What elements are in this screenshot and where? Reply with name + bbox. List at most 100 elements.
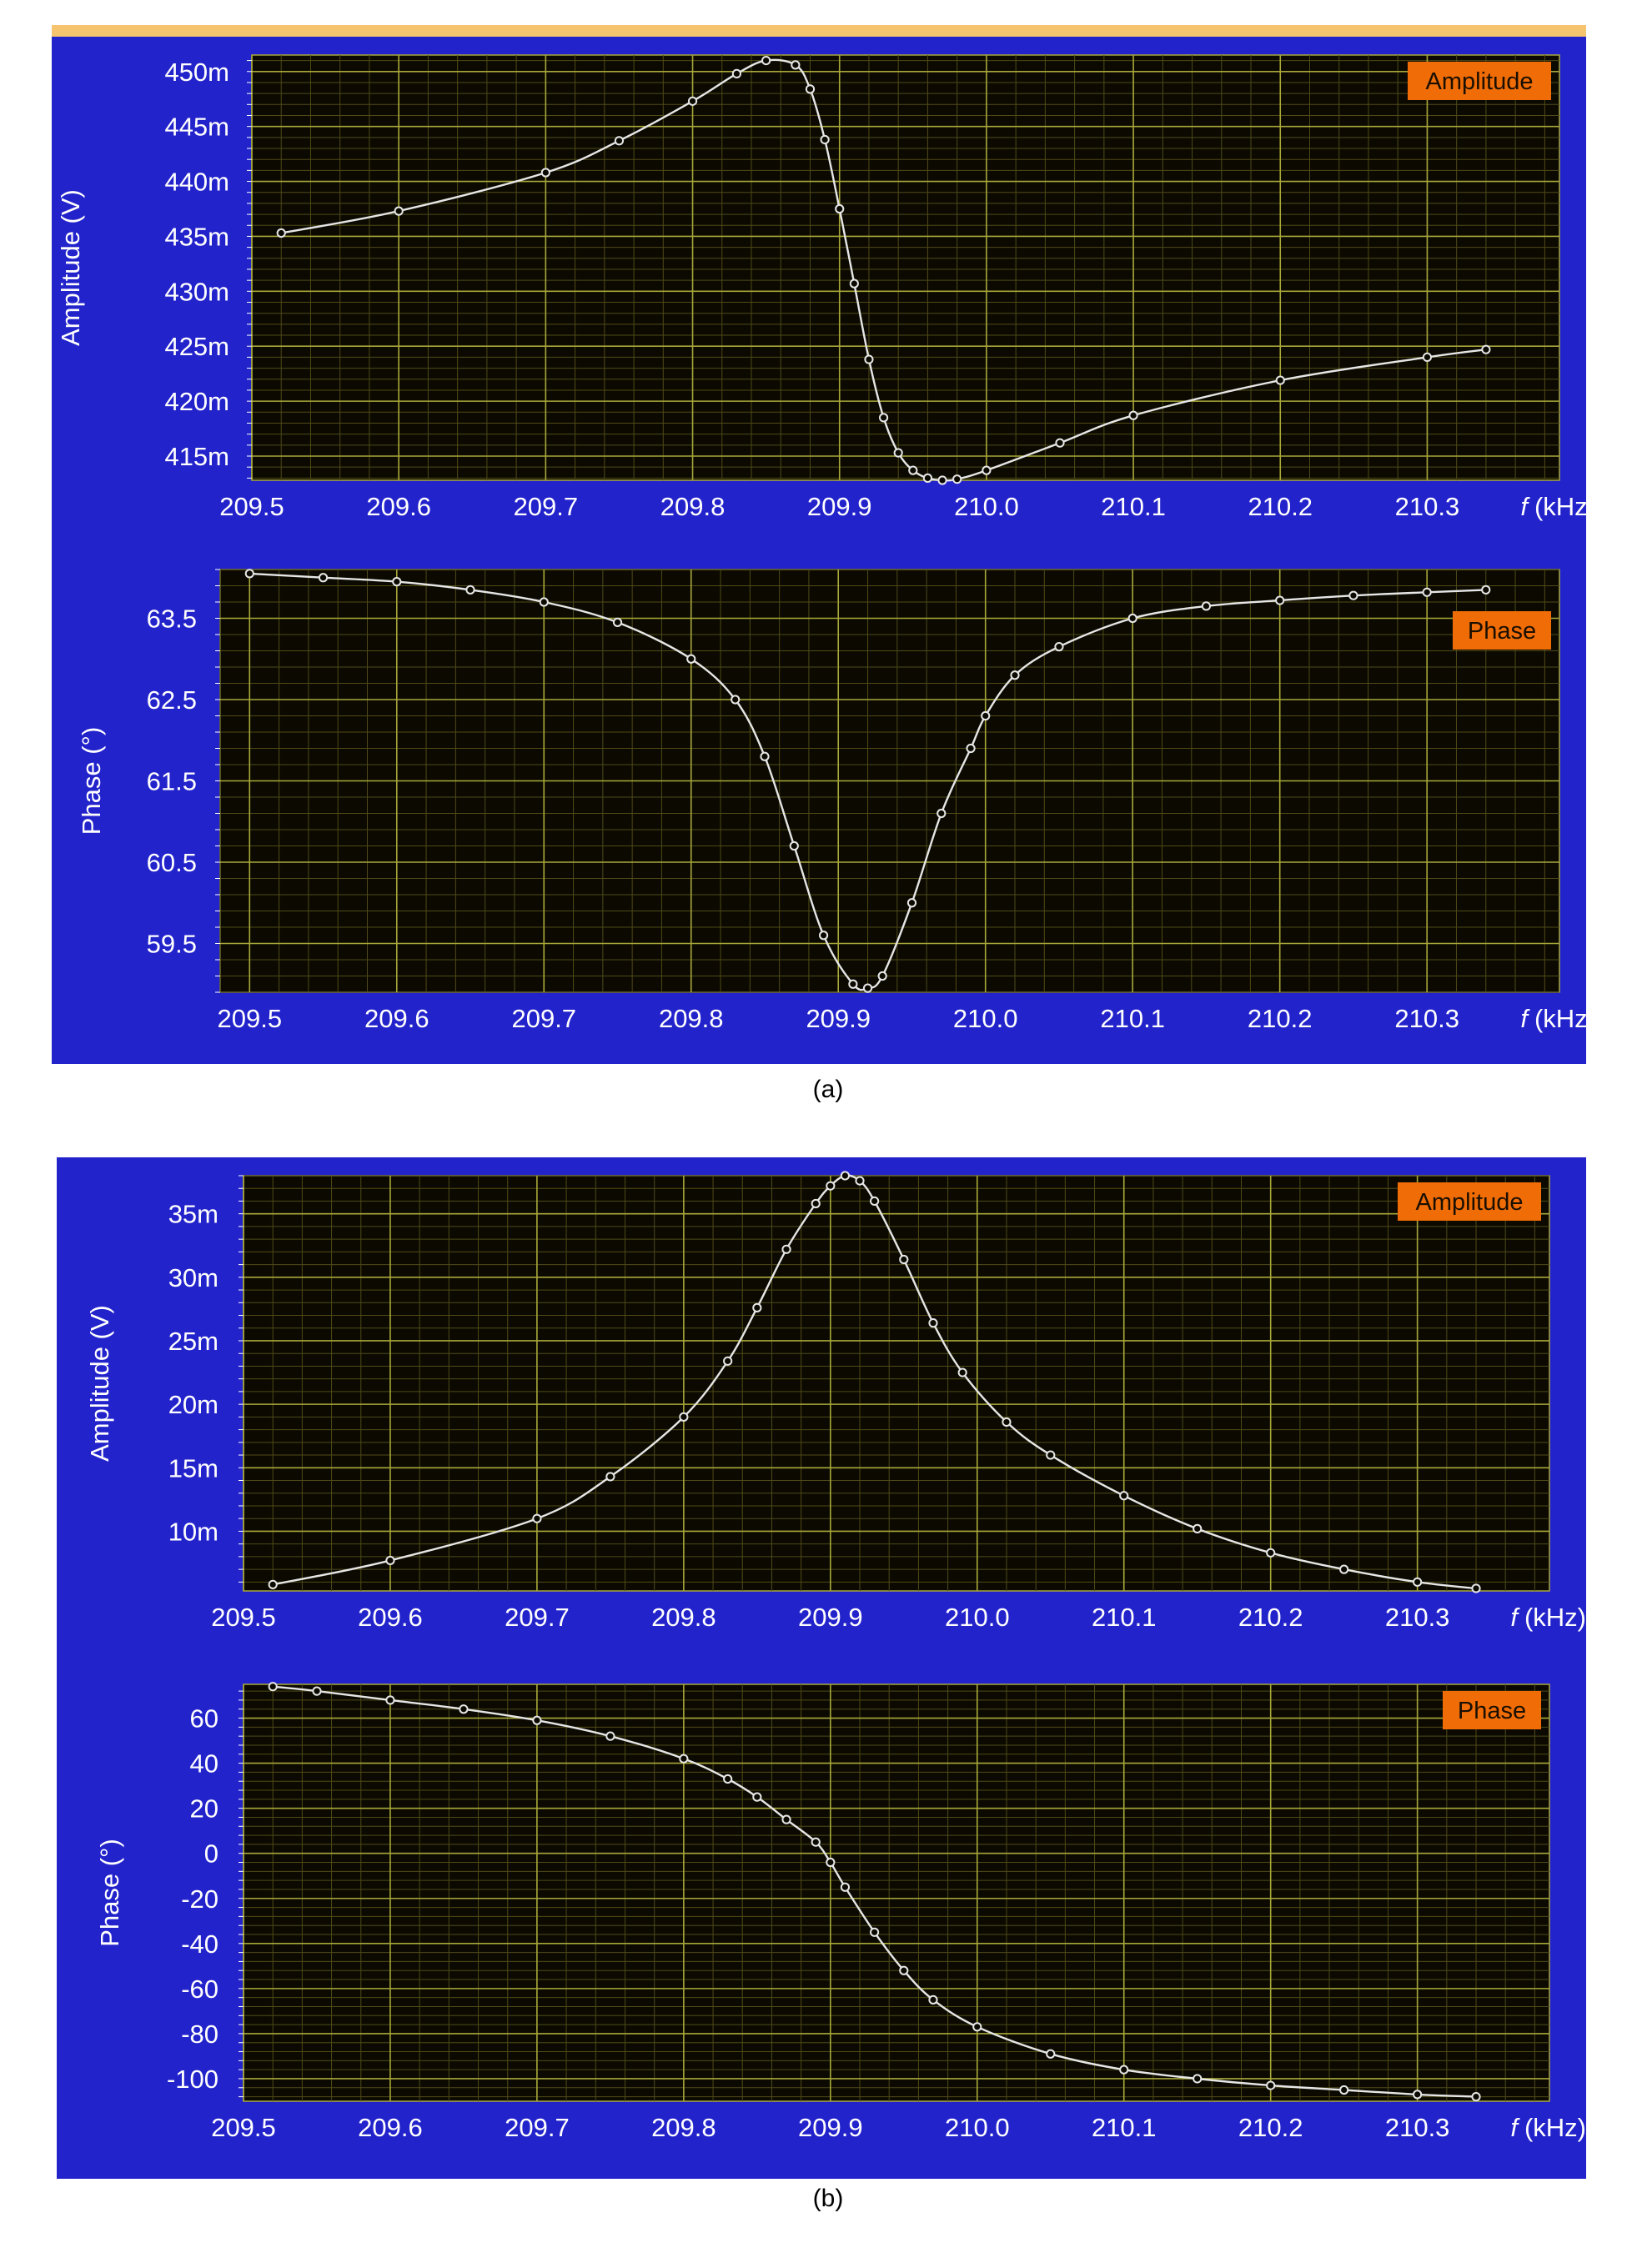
- a-phase-data-point: [1127, 613, 1137, 624]
- b-phase-data-point: [532, 1715, 542, 1725]
- a-amplitude-data-point: [820, 134, 830, 145]
- b-phase-data-point: [385, 1695, 395, 1705]
- a-phase-data-point: [686, 654, 696, 664]
- a-amplitude-data-point: [937, 475, 947, 485]
- a-amplitude-xtick-label: 210.0: [954, 492, 1019, 521]
- b-phase-xtick-label: 209.9: [798, 2113, 863, 2142]
- a-phase-chart: 209.5 209.6 209.7 209.8 209.9 210.0 210.1 210.2…: [77, 569, 1596, 1033]
- b-amplitude-data-point: [928, 1318, 938, 1328]
- a-amplitude-xtick-label: 209.5: [219, 492, 284, 521]
- a-phase-ytick-label: 62.5: [147, 685, 197, 715]
- b-amplitude-data-point: [752, 1302, 762, 1312]
- a-amplitude-data-point: [922, 473, 933, 483]
- a-amplitude-data-point: [394, 206, 404, 216]
- a-amplitude-plot-area: [251, 54, 1560, 481]
- a-phase-y-axis-title: Phase (°): [77, 727, 106, 835]
- b-amplitude-data-point: [957, 1367, 967, 1377]
- b-phase-data-point: [1413, 2090, 1423, 2100]
- b-phase-data-point: [811, 1837, 821, 1847]
- b-phase-y-axis-title: Phase (°): [95, 1839, 124, 1947]
- a-amplitude-xtick-label: 209.7: [514, 492, 579, 521]
- b-phase-data-point: [679, 1754, 689, 1764]
- a-amplitude-xtick-label: 210.1: [1101, 492, 1166, 521]
- a-amplitude-ytick-label: 415m: [164, 442, 229, 471]
- a-amplitude-data-point: [878, 413, 889, 423]
- a-amplitude-data-point: [1055, 438, 1065, 448]
- a-amplitude-x-axis-variable: f: [1520, 492, 1530, 521]
- a-amplitude-x-axis-unit: (kHz): [1534, 492, 1596, 521]
- b-phase-data-point: [840, 1882, 851, 1892]
- b-phase-xtick-label: 210.0: [945, 2113, 1010, 2142]
- b-amplitude-ytick-label: 20m: [168, 1390, 218, 1419]
- a-phase-data-point: [244, 569, 254, 579]
- a-amplitude-data-point: [791, 60, 801, 70]
- b-phase-ytick-label: -40: [181, 1929, 218, 1959]
- a-amplitude-ytick-label: 435m: [164, 222, 229, 251]
- b-phase-data-point: [312, 1686, 322, 1696]
- b-phase-data-point: [1046, 2049, 1056, 2059]
- b-amplitude-x-axis-variable: f: [1510, 1603, 1520, 1632]
- b-amplitude-data-point: [385, 1555, 395, 1566]
- b-phase-xtick-label: 209.7: [505, 2113, 570, 2142]
- b-amplitude-ytick-label: 25m: [168, 1327, 218, 1356]
- b-phase-data-point: [928, 1995, 938, 2005]
- top-accent-bar: [52, 25, 1586, 37]
- a-phase-legend-label: Phase: [1468, 618, 1536, 645]
- a-amplitude-xtick-label: 209.9: [807, 492, 872, 521]
- b-amplitude-data-point: [268, 1579, 278, 1589]
- a-phase-data-point: [906, 898, 917, 908]
- a-amplitude-data-point: [276, 228, 286, 238]
- a-phase-data-point: [1010, 670, 1020, 680]
- b-phase-xtick-label: 209.8: [651, 2113, 716, 2142]
- a-phase-ytick-label: 60.5: [147, 848, 197, 877]
- a-amplitude-legend-label: Amplitude: [1426, 68, 1534, 95]
- a-amplitude-data-point: [687, 96, 698, 106]
- b-phase-data-point: [972, 2022, 982, 2032]
- a-amplitude-data-point: [982, 465, 992, 475]
- a-phase-ytick-label: 63.5: [147, 605, 197, 634]
- b-phase-data-point: [723, 1774, 733, 1784]
- b-amplitude-data-point: [1339, 1564, 1349, 1574]
- a-amplitude-data-point: [761, 55, 771, 66]
- b-amplitude-xtick-label: 210.1: [1092, 1603, 1157, 1632]
- b-phase-x-axis-variable: f: [1510, 2113, 1520, 2142]
- a-phase-data-point: [539, 597, 549, 607]
- a-amplitude-chart: 209.5 209.6 209.7 209.8 209.9 210.0 210.1 210.2…: [56, 54, 1596, 521]
- a-amplitude-x-axis-label: f (kHz): [1520, 492, 1596, 521]
- b-amplitude-xtick-label: 209.8: [651, 1603, 716, 1632]
- a-amplitude-ytick-label: 445m: [164, 113, 229, 142]
- b-amplitude-data-point: [899, 1254, 909, 1265]
- b-phase-data-point: [899, 1965, 909, 1975]
- b-phase-data-point: [1471, 2091, 1481, 2102]
- a-phase-data-point: [1422, 587, 1432, 597]
- b-phase-data-point: [1119, 2065, 1129, 2075]
- b-amplitude-xtick-label: 209.6: [358, 1603, 423, 1632]
- b-amplitude-data-point: [840, 1171, 851, 1181]
- b-phase-data-point: [752, 1792, 762, 1802]
- b-amplitude-x-axis-label: f (kHz): [1510, 1603, 1586, 1632]
- b-amplitude-xtick-label: 210.2: [1238, 1603, 1303, 1632]
- a-amplitude-ytick-label: 425m: [164, 332, 229, 361]
- a-phase-xtick-label: 210.1: [1100, 1004, 1165, 1033]
- a-phase-data-point: [981, 710, 991, 721]
- a-amplitude-ytick-label: 420m: [164, 387, 229, 416]
- a-phase-xtick-label: 210.0: [953, 1004, 1018, 1033]
- b-phase-data-point: [1193, 2074, 1203, 2084]
- b-phase-data-point: [268, 1682, 278, 1692]
- a-phase-x-axis-variable: f: [1520, 1004, 1530, 1033]
- a-amplitude-data-point: [849, 278, 859, 289]
- b-amplitude-data-point: [679, 1412, 689, 1422]
- a-amplitude-data-point: [1128, 410, 1138, 420]
- a-phase-data-point: [318, 573, 329, 583]
- b-amplitude-series-line: [272, 1174, 1477, 1590]
- a-phase-x-axis-unit: (kHz): [1534, 1004, 1596, 1033]
- b-amplitude-xtick-label: 210.0: [945, 1603, 1010, 1632]
- a-phase-data-point: [966, 743, 976, 754]
- a-phase-data-point: [937, 808, 947, 819]
- b-amplitude-ytick-label: 30m: [168, 1263, 218, 1292]
- a-phase-data-point: [848, 979, 858, 989]
- a-amplitude-data-point: [614, 136, 625, 146]
- b-phase-legend-badge: [1443, 1691, 1541, 1729]
- b-phase-chart: 209.5 209.6 209.7 209.8 209.9 210.0 210.1 210.2…: [95, 1682, 1586, 2142]
